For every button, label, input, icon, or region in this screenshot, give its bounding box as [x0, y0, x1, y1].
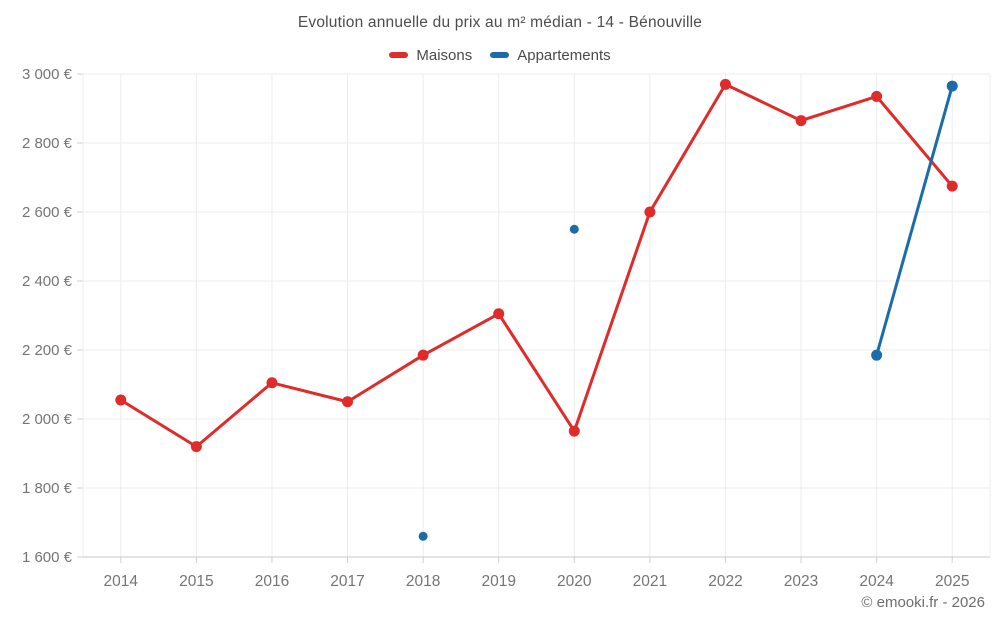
y-tick-label: 1 600 € [22, 549, 73, 566]
data-point-appartements [946, 80, 958, 92]
x-tick-label: 2022 [708, 573, 742, 590]
series-line-maisons [119, 82, 954, 449]
series-line-appartements [875, 84, 954, 357]
data-point-maisons [190, 441, 202, 453]
x-tick-label: 2016 [255, 573, 289, 590]
data-point-maisons [644, 206, 656, 218]
x-tick-label: 2017 [330, 573, 364, 590]
x-tick-label: 2015 [179, 573, 213, 590]
legend-item-appartements[interactable]: Appartements [490, 46, 611, 64]
maisons-series-swatch-icon [389, 52, 409, 58]
y-tick-label: 2 600 € [22, 204, 73, 221]
x-tick-label: 2024 [859, 573, 894, 590]
x-tick-label: 2025 [935, 573, 969, 590]
data-point-maisons [568, 425, 580, 437]
data-point-maisons [795, 115, 807, 127]
y-tick-label: 2 400 € [22, 273, 73, 290]
data-point-appartements [871, 349, 883, 361]
data-point-maisons [342, 396, 354, 408]
y-tick-label: 2 000 € [22, 411, 73, 428]
x-tick-label: 2014 [104, 573, 139, 590]
chart-title: Evolution annuelle du prix au m² médian … [297, 14, 703, 31]
copyright-note: © emooki.fr - 2026 [861, 594, 985, 611]
appartements-series-swatch-icon [490, 52, 510, 58]
x-tick-label: 2018 [406, 573, 440, 590]
y-tick-label: 2 200 € [22, 342, 73, 359]
y-tick-label: 3 000 € [22, 66, 73, 83]
data-point-appartements [569, 224, 579, 234]
x-tick-label: 2023 [784, 573, 818, 590]
data-point-maisons [493, 308, 505, 320]
data-point-maisons [266, 377, 278, 389]
data-point-appartements [418, 531, 428, 541]
data-point-maisons [719, 78, 731, 90]
data-point-maisons [946, 180, 958, 192]
chart-legend: Maisons Appartements [0, 44, 1000, 66]
data-point-maisons [115, 394, 127, 406]
y-tick-label: 1 800 € [22, 480, 73, 497]
legend-label-appartements: Appartements [517, 46, 611, 64]
x-tick-label: 2021 [633, 573, 667, 590]
legend-item-maisons[interactable]: Maisons [389, 47, 472, 64]
legend-label-maisons: Maisons [416, 46, 473, 64]
y-tick-label: 2 800 € [22, 135, 73, 152]
x-tick-label: 2020 [557, 573, 592, 590]
data-point-maisons [417, 349, 429, 361]
data-point-maisons [871, 90, 883, 102]
x-tick-label: 2019 [481, 573, 515, 590]
